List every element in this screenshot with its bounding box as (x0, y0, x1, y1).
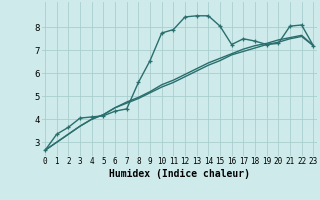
X-axis label: Humidex (Indice chaleur): Humidex (Indice chaleur) (109, 169, 250, 179)
